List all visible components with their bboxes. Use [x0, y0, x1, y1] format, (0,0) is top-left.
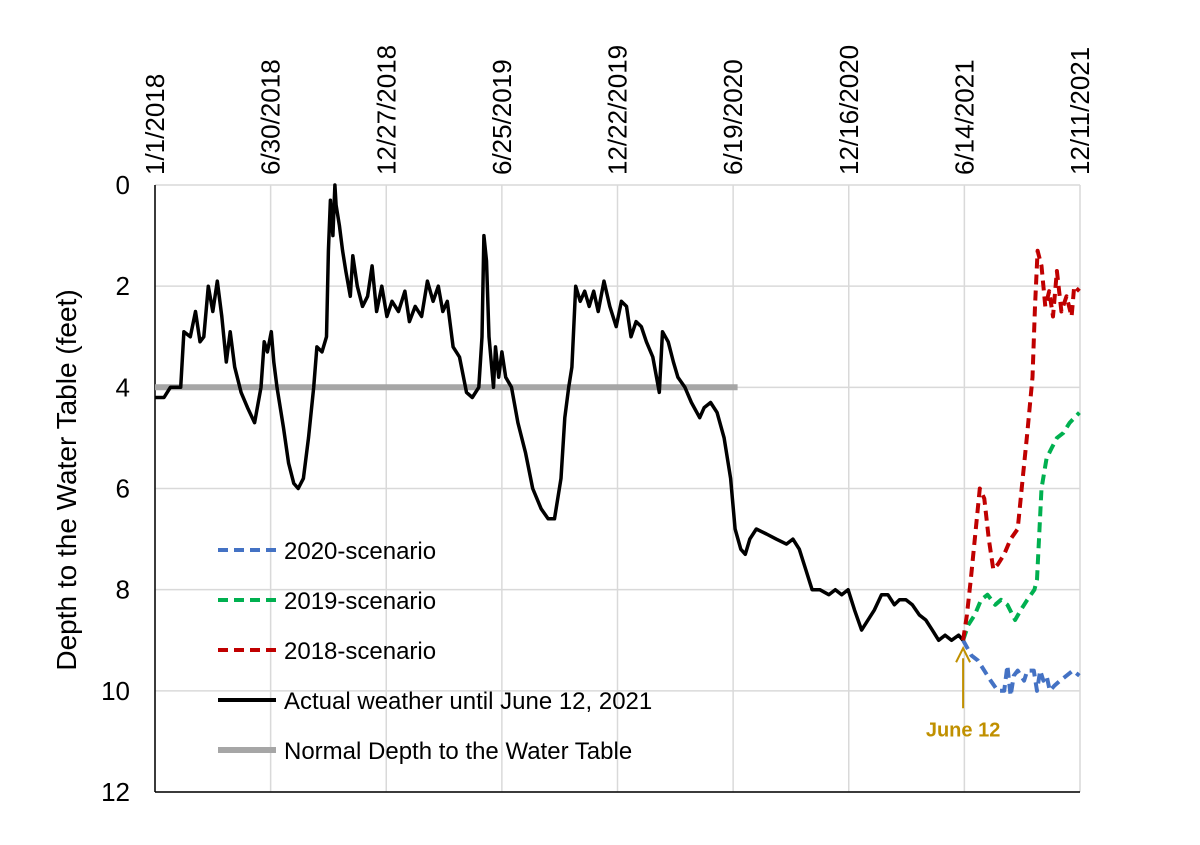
x-tick-label-3: 6/25/2019: [487, 59, 517, 175]
x-tick-label-8: 12/11/2021: [1065, 47, 1095, 175]
y-tick-label-3: 6: [116, 474, 130, 504]
x-tick-label-2: 12/27/2018: [371, 45, 401, 175]
y-tick-label-1: 2: [116, 271, 130, 301]
x-tick-label-6: 12/16/2020: [834, 45, 864, 175]
y-tick-label-6: 12: [101, 777, 130, 807]
legend-label-1: 2019-scenario: [284, 588, 436, 615]
series-line-3: [155, 183, 965, 643]
legend: 2020-scenario 2019-scenario 2018-scenario A…: [218, 538, 652, 765]
series-line-0: [961, 639, 1081, 698]
y-tick-label-4: 8: [116, 575, 130, 605]
annotation-label-0: June 12: [926, 719, 1000, 741]
series-layer: [155, 183, 1081, 698]
legend-label-4: Normal Depth to the Water Table: [284, 738, 632, 765]
series-line-1: [961, 411, 1081, 641]
y-tick-labels: 0 2 4 6 8 10 12: [101, 170, 130, 807]
y-tick-label-0: 0: [116, 170, 130, 200]
plot-frame: [154, 185, 1080, 793]
x-tick-label-7: 6/14/2021: [949, 59, 979, 175]
legend-label-0: 2020-scenario: [284, 538, 436, 565]
x-tick-label-4: 12/22/2019: [603, 45, 633, 175]
y-tick-label-2: 4: [116, 372, 130, 402]
annotation-layer: June 12: [926, 646, 1000, 741]
legend-label-2: 2018-scenario: [284, 638, 436, 665]
y-axis-title: Depth to the Water Table (feet): [51, 289, 82, 670]
legend-label-3: Actual weather until June 12, 2021: [284, 688, 652, 715]
annotation-arrow-head-0: [955, 646, 971, 663]
y-tick-label-5: 10: [101, 676, 130, 706]
x-tick-label-1: 6/30/2018: [256, 59, 286, 175]
x-tick-labels: 1/1/2018 6/30/2018 12/27/2018 6/25/2019 12/2…: [140, 45, 1095, 175]
x-tick-label-0: 1/1/2018: [140, 74, 170, 175]
x-tick-label-5: 6/19/2020: [718, 59, 748, 175]
series-line-2: [961, 248, 1081, 641]
